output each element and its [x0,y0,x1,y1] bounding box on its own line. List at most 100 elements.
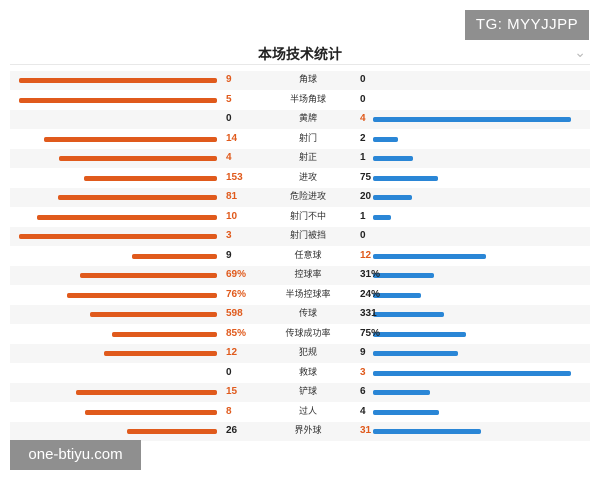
stat-label: 射正 [298,153,317,163]
stat-row: 5 半场角球 0 [10,91,590,110]
home-bar [84,175,217,181]
stat-row: 0 黄牌 4 [10,110,590,129]
stat-label: 过人 [298,406,317,417]
stat-label: 射门被挡 [289,231,326,241]
away-bar [373,156,413,161]
home-value: 85% [226,327,247,339]
stat-label: 危险进攻 [289,192,326,202]
stat-row: 85% 传球成功率 75% [10,325,590,344]
panel-title: 本场技术统计 [258,47,342,63]
away-value: 31% [360,269,381,280]
stat-row: 69% 控球率 31% [10,266,590,285]
away-value: 4 [360,113,366,124]
home-value: 69% [226,269,247,280]
away-bar [373,175,438,181]
home-bar [90,312,217,317]
stat-label: 黄牌 [298,114,317,124]
stat-row: 4 射正 1 [10,149,590,168]
home-value: 5 [226,93,232,105]
home-value: 26 [226,425,238,436]
title-divider [10,64,590,65]
away-value: 12 [360,249,372,261]
home-bar [19,78,217,83]
row-background [10,110,590,129]
stat-row: 9 角球 0 [10,71,590,90]
stat-row: 10 射门不中 1 [10,208,590,227]
away-bar [373,429,481,434]
row-background [10,149,590,168]
away-value: 31 [360,425,372,436]
chevron-down-icon[interactable]: ⌄ [574,44,586,60]
home-bar [19,97,217,103]
stat-row: 9 任意球 12 [10,247,590,266]
home-bar [44,136,217,142]
away-value: 20 [360,191,372,202]
row-background [10,344,590,363]
row-background [10,422,590,441]
home-value: 9 [226,74,232,85]
home-bar [80,273,217,278]
away-bar [373,312,444,317]
away-bar [373,292,421,298]
row-background [10,188,590,207]
away-value: 1 [360,152,366,163]
stat-label: 犯规 [298,348,317,358]
away-bar [373,195,412,200]
stat-label: 角球 [298,75,317,85]
away-bar [373,253,486,259]
stat-label: 进攻 [298,172,317,183]
row-background [10,266,590,285]
stat-row: 3 射门被挡 0 [10,227,590,246]
away-value: 75% [360,327,381,339]
away-bar [373,351,458,356]
stat-row: 26 界外球 31 [10,422,590,441]
away-bar [373,117,571,122]
home-value: 4 [226,152,232,163]
home-bar [37,214,217,220]
home-value: 12 [226,347,238,358]
home-value: 0 [226,113,232,124]
away-value: 331 [360,308,377,319]
watermark-telegram: TG: MYYJJPP [465,10,589,40]
home-value: 81 [226,191,238,202]
stat-label: 界外球 [294,426,322,436]
stat-row: 12 犯规 9 [10,344,590,363]
row-background [10,383,590,402]
home-bar [67,292,217,298]
home-value: 76% [226,288,247,300]
stat-label: 半场角球 [289,94,326,105]
stat-label: 任意球 [294,250,322,261]
away-bar [373,214,391,220]
home-bar [112,331,217,337]
away-value: 0 [360,93,366,105]
stat-row: 76% 半场控球率 24% [10,286,590,305]
away-value: 3 [360,366,366,378]
row-background [10,227,590,246]
stat-label: 射门 [298,133,317,144]
away-value: 9 [360,347,366,358]
away-bar [373,370,571,376]
away-value: 0 [360,74,366,85]
away-bar [373,273,434,278]
row-background [10,305,590,324]
home-value: 598 [226,308,243,319]
home-value: 15 [226,386,238,397]
home-bar [58,195,217,200]
away-value: 75 [360,171,372,183]
away-value: 1 [360,210,366,222]
stat-label: 传球成功率 [285,328,331,339]
match-stats-panel: 本场技术统计 ⌄ 9 角球 0 5 半场角球 0 0 黄牌 4 14 射门 2 4 射正 1 153 进攻 75 8… [10,38,590,478]
home-bar [59,156,217,161]
away-value: 0 [360,230,366,241]
away-bar [373,331,466,337]
home-value: 10 [226,210,238,222]
stat-label: 射门不中 [289,211,326,222]
home-value: 0 [226,366,232,378]
home-bar [85,409,217,415]
home-bar [132,253,217,259]
home-value: 9 [226,249,232,261]
home-bar [76,390,217,395]
row-background [10,71,590,90]
stat-row: 15 铲球 6 [10,383,590,402]
away-value: 6 [360,386,366,397]
